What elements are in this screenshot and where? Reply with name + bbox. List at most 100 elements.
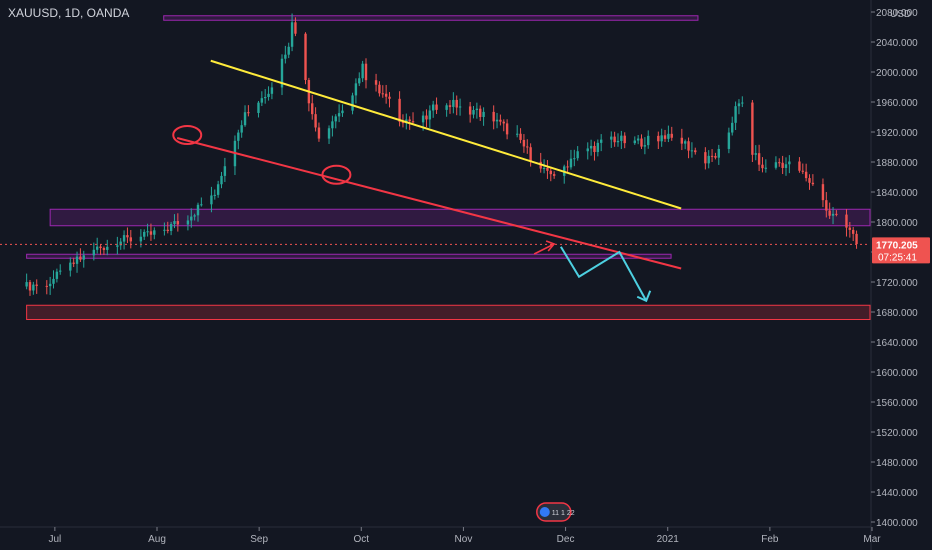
time-tick-label: Dec — [557, 534, 575, 545]
break-arrow — [533, 240, 556, 255]
candle-body — [855, 233, 858, 245]
candle — [143, 229, 146, 240]
candle-body — [573, 158, 576, 160]
candle — [589, 139, 593, 156]
candle-body — [529, 147, 532, 162]
price-axis[interactable]: 2080.000 2040.000 2000.000 1960.000 1920.000… — [870, 0, 930, 550]
event-badge-text: 11 1 22 — [552, 510, 575, 517]
candle — [526, 139, 529, 154]
candle-body — [757, 153, 761, 165]
candle-body — [354, 83, 358, 96]
candle-body — [257, 102, 260, 113]
candle — [240, 120, 243, 138]
candle-body — [411, 121, 415, 123]
candle — [515, 125, 519, 138]
candle-body — [683, 141, 687, 144]
candle — [499, 114, 502, 126]
candle-body — [106, 246, 109, 250]
candle — [210, 186, 213, 213]
candle-body — [381, 93, 384, 95]
candle — [411, 112, 415, 125]
candle — [35, 279, 38, 294]
candle — [828, 202, 831, 219]
candle-body — [835, 213, 838, 215]
candle — [848, 222, 852, 238]
candle — [196, 202, 200, 222]
time-tick-label: Sep — [250, 534, 268, 545]
candle-body — [468, 106, 472, 115]
candle-body — [663, 135, 667, 139]
candle-body — [610, 136, 613, 140]
candle-body — [99, 246, 102, 249]
event-badge[interactable]: 11 1 22 — [536, 502, 575, 522]
candle — [599, 134, 603, 152]
candle-body — [358, 78, 361, 84]
candle — [761, 157, 764, 173]
price-tick-label: 1600.000 — [876, 368, 918, 379]
candle — [99, 244, 102, 256]
candle — [307, 77, 311, 112]
price-tick-label: 1440.000 — [876, 488, 918, 499]
candle-body — [263, 96, 267, 99]
candle-body — [458, 106, 462, 108]
candle — [825, 192, 828, 218]
candle — [364, 58, 368, 89]
candle-body — [821, 184, 825, 201]
candle-body — [784, 164, 788, 168]
candle-body — [704, 152, 707, 164]
candle — [593, 141, 596, 161]
candle — [764, 159, 768, 173]
time-tick-label: Jul — [48, 534, 61, 545]
candle-body — [586, 148, 589, 152]
candle — [845, 209, 848, 237]
candle — [149, 223, 153, 241]
candle — [710, 149, 714, 162]
candle-body — [778, 162, 781, 164]
candle — [263, 89, 267, 104]
price-tick-label: 1680.000 — [876, 308, 918, 319]
candle-body — [32, 284, 35, 291]
candle — [663, 129, 667, 142]
candle — [163, 222, 166, 236]
time-axis[interactable]: Jul Aug Sep Oct Nov Dec 2021 Feb Mar 11 1 22 — [0, 502, 881, 545]
candle-body — [75, 256, 79, 264]
candle-body — [126, 235, 129, 238]
candle — [804, 163, 808, 182]
candle-body — [95, 246, 99, 250]
candle-body — [499, 119, 502, 122]
candle — [596, 139, 600, 157]
candle — [311, 95, 314, 120]
candle — [435, 97, 438, 115]
candle — [314, 107, 317, 132]
candle-body — [690, 150, 694, 152]
candle — [260, 91, 264, 107]
candle — [552, 171, 556, 179]
touch-circle-1 — [321, 164, 352, 185]
candle-body — [290, 22, 294, 47]
candle-body — [388, 96, 391, 99]
candle-body — [435, 104, 438, 110]
candle — [166, 221, 169, 234]
candle-body — [616, 140, 620, 143]
candle-body — [294, 22, 297, 34]
candle — [831, 207, 835, 225]
candle-body — [163, 229, 166, 231]
candle-body — [667, 133, 670, 139]
candle-body — [35, 284, 38, 286]
candle — [694, 147, 697, 155]
candle-body — [549, 170, 552, 175]
candle — [482, 107, 485, 126]
candle — [754, 145, 757, 161]
candle-body — [55, 271, 59, 279]
candle — [445, 103, 448, 117]
candle-body — [633, 140, 636, 144]
candle-body — [717, 148, 720, 158]
candle-body — [851, 229, 855, 234]
candle — [146, 223, 149, 237]
candle — [381, 85, 384, 98]
candle — [492, 105, 495, 130]
candle — [774, 156, 778, 170]
candle-body — [270, 87, 274, 94]
